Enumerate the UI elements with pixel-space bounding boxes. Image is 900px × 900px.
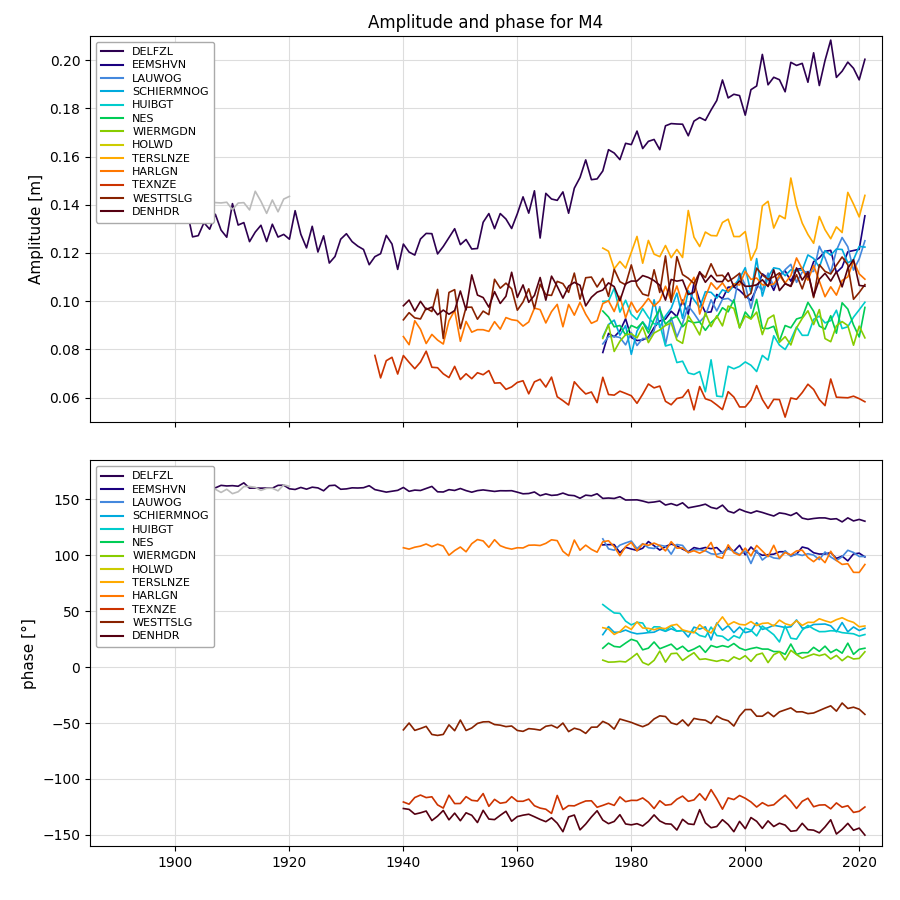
Legend: DELFZL, EEMSHVN, LAUWOG, SCHIERMNOG, HUIBGT, NES, WIERMGDN, HOLWD, TERSLNZE, HAR: DELFZL, EEMSHVN, LAUWOG, SCHIERMNOG, HUI… [95,466,214,647]
Y-axis label: Amplitude [m]: Amplitude [m] [29,174,44,284]
Title: Amplitude and phase for M4: Amplitude and phase for M4 [368,14,604,32]
Legend: DELFZL, EEMSHVN, LAUWOG, SCHIERMNOG, HUIBGT, NES, WIERMGDN, HOLWD, TERSLNZE, HAR: DELFZL, EEMSHVN, LAUWOG, SCHIERMNOG, HUI… [95,41,214,222]
Y-axis label: phase [°]: phase [°] [22,617,37,688]
